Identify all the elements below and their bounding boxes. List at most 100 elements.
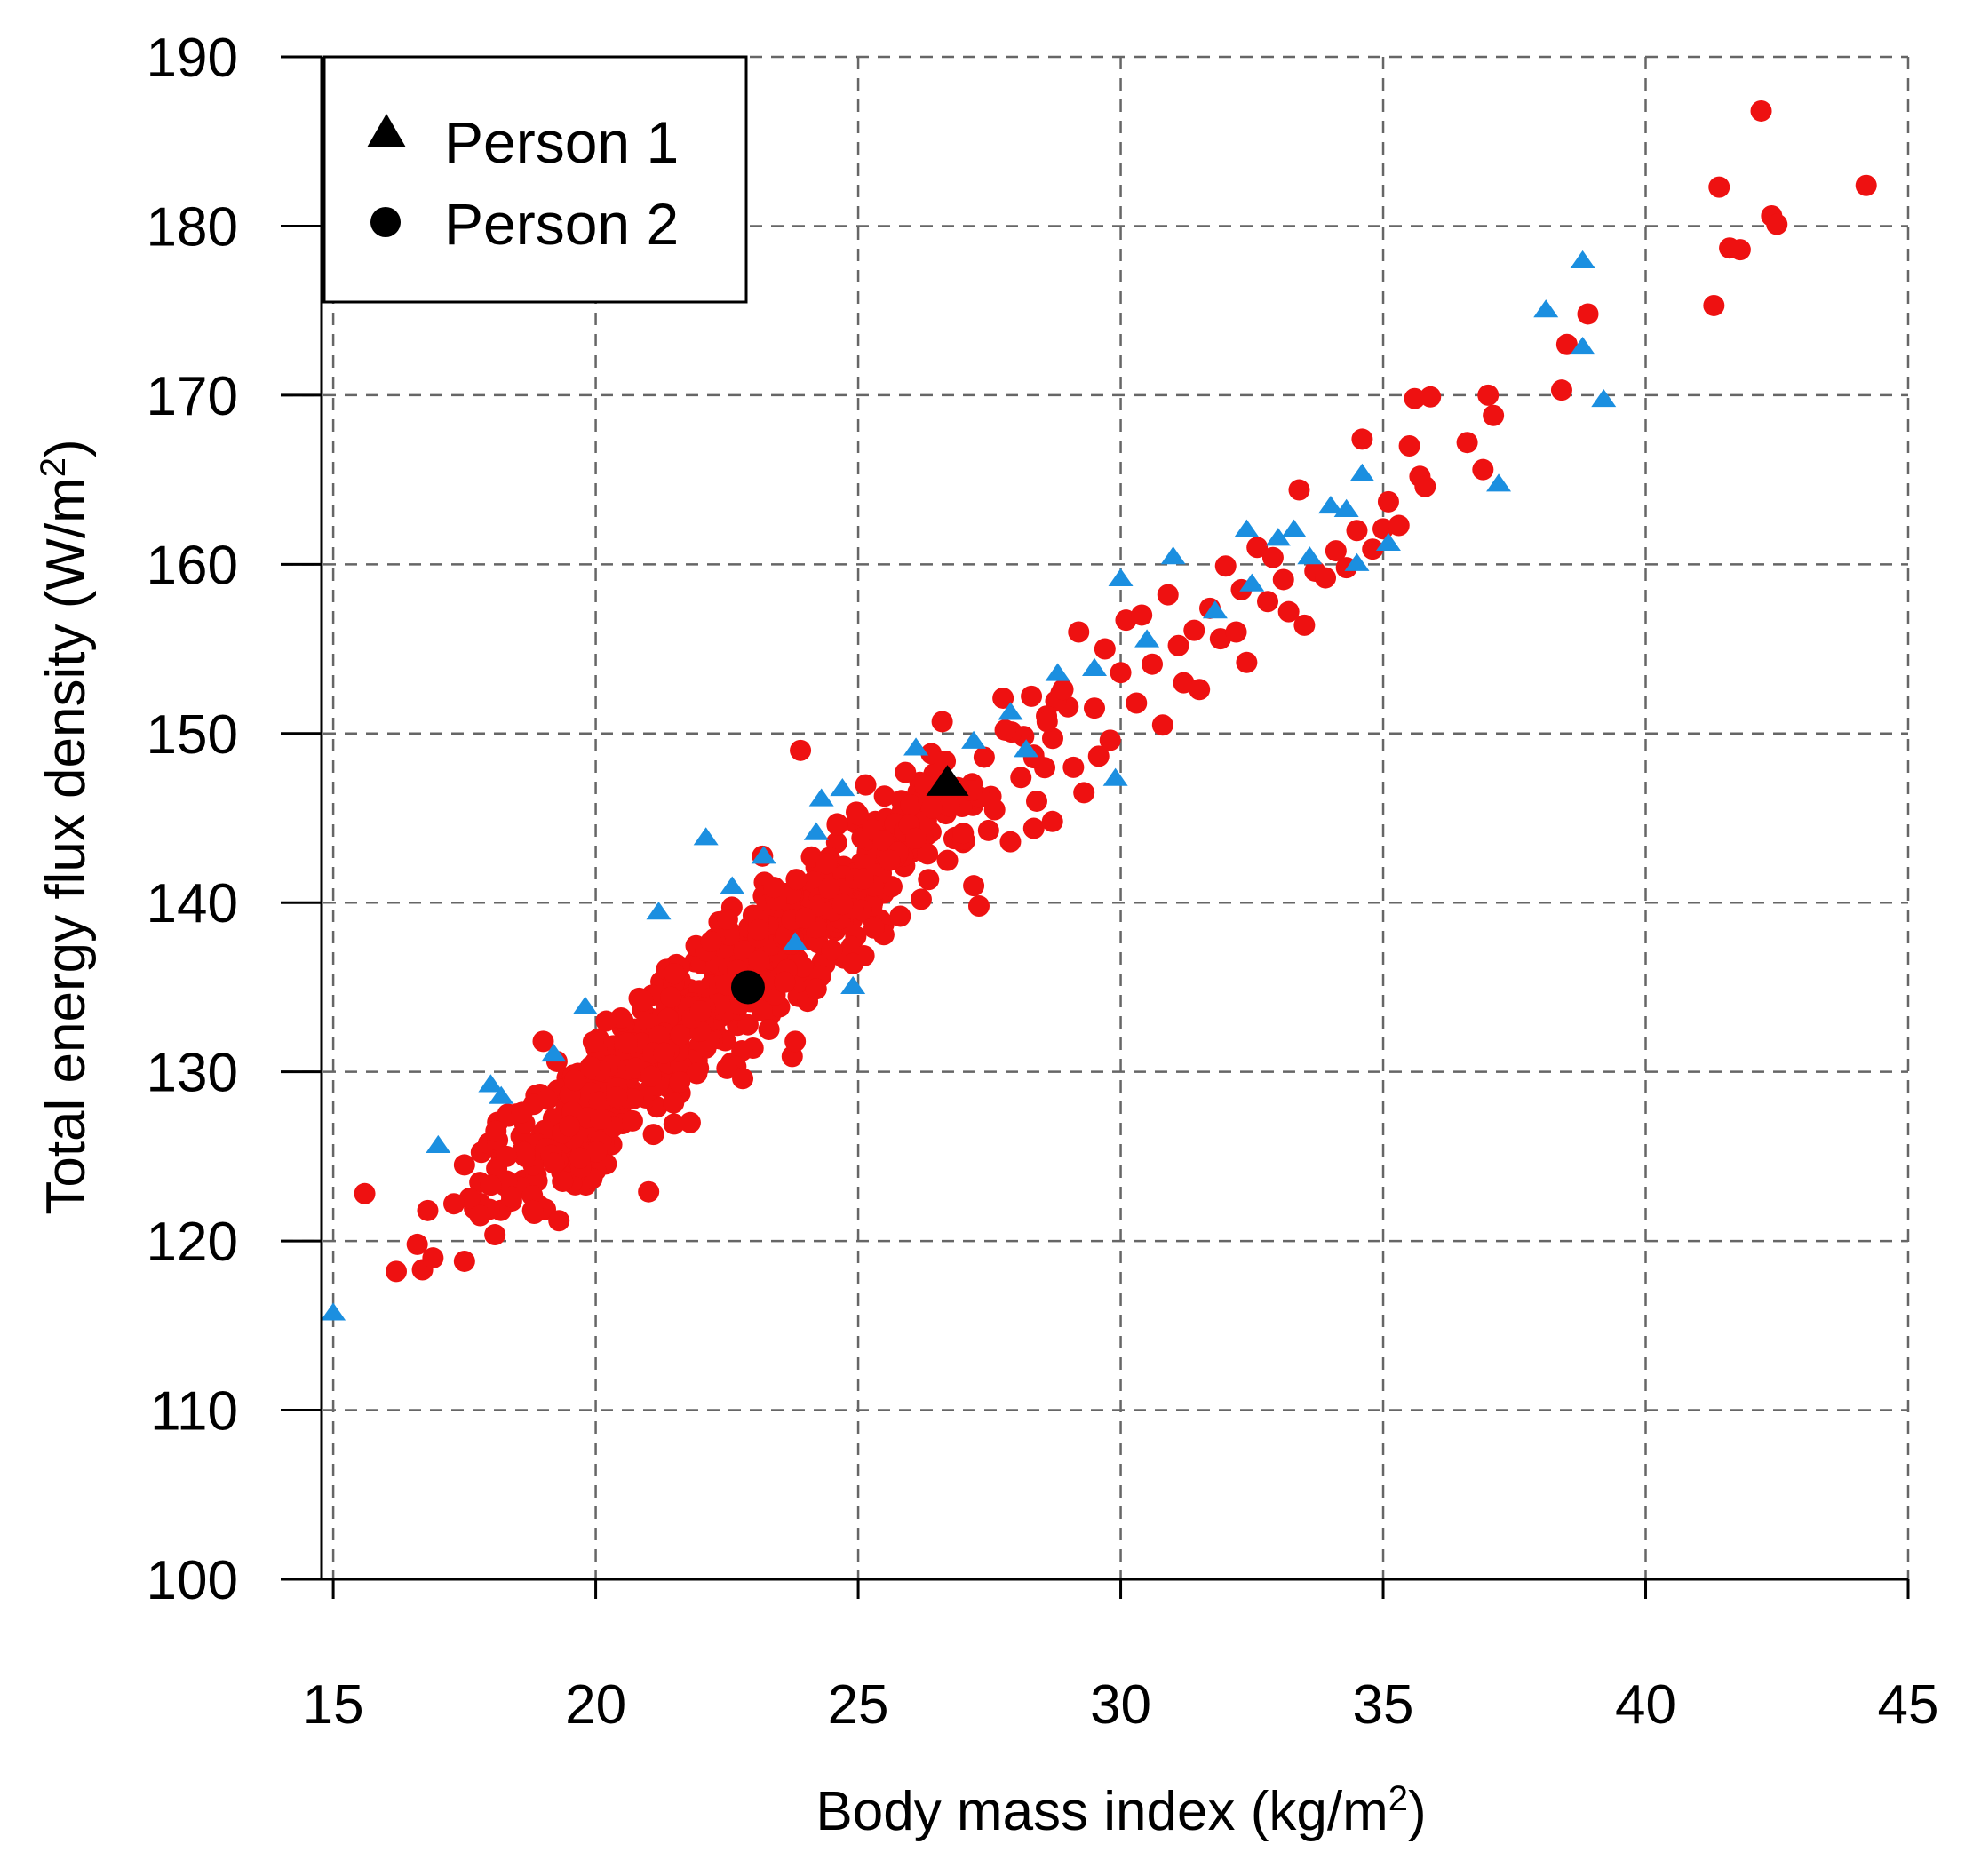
person-2-point-122 xyxy=(1414,475,1436,497)
y-tick-label-160: 160 xyxy=(147,535,238,596)
person-2-point-49 xyxy=(821,939,843,961)
person-2-point-134 xyxy=(1729,239,1751,261)
person-2-point-19 xyxy=(559,1115,581,1137)
person-2-point-57 xyxy=(879,849,901,871)
person-2-point-24 xyxy=(595,1010,617,1032)
person-2-point-26 xyxy=(617,1032,639,1054)
x-tick-label-25: 25 xyxy=(828,1674,889,1736)
cloud-point xyxy=(552,1170,574,1192)
cloud-point xyxy=(670,1023,692,1045)
person-1-point-11 xyxy=(830,778,855,797)
person-2-point-106 xyxy=(1277,600,1300,623)
person-2-point-138 xyxy=(1855,174,1877,196)
person-2-point-127 xyxy=(1483,404,1505,426)
person-2-point-118 xyxy=(1388,514,1410,537)
person-1-point-34 xyxy=(1486,473,1512,492)
person-2-point-101 xyxy=(1236,651,1258,673)
person-2-point-111 xyxy=(1325,540,1347,562)
cloud-point xyxy=(918,869,940,891)
cloud-point xyxy=(785,869,808,891)
person-2-point-60 xyxy=(905,827,927,849)
person-2-point-9 xyxy=(469,1204,491,1227)
legend-triangle-icon xyxy=(367,114,406,147)
x-tick-label-45: 45 xyxy=(1878,1674,1939,1736)
person-2-point-30 xyxy=(653,1042,675,1064)
person-2-point-21 xyxy=(569,1147,591,1169)
person-1-point-37 xyxy=(1570,336,1595,355)
person-1-point-17 xyxy=(1045,663,1070,681)
cloud-point xyxy=(792,956,815,978)
person-1-point-12 xyxy=(840,975,866,995)
person-2-point-6 xyxy=(443,1193,465,1215)
person-2-point-40 xyxy=(747,918,769,941)
person-2-point-89 xyxy=(1142,653,1164,675)
person-2-point-47 xyxy=(805,978,827,1000)
person-2-point-64 xyxy=(936,849,959,871)
person-1-point-22 xyxy=(1160,546,1186,565)
cloud-point xyxy=(900,794,922,816)
data-points xyxy=(321,99,1877,1321)
person-1-point-9 xyxy=(751,846,776,864)
person-2-point-25 xyxy=(606,1086,628,1109)
x-tick-label-30: 30 xyxy=(1090,1674,1151,1736)
person-2-point-28 xyxy=(632,990,654,1012)
person-2-point-20 xyxy=(563,1069,585,1092)
person-2-point-83 xyxy=(1094,638,1116,660)
person-2-point-78 xyxy=(1052,679,1074,701)
cloud-point xyxy=(977,819,999,841)
person-2-point-94 xyxy=(1183,619,1205,641)
cloud-point xyxy=(663,1113,685,1135)
person-1-point-23 xyxy=(1202,600,1228,619)
y-tick-label-140: 140 xyxy=(147,873,238,934)
cloud-point xyxy=(802,870,824,893)
cloud-point xyxy=(1087,745,1110,767)
person-2-point-120 xyxy=(1404,387,1426,409)
person-2-mean-marker xyxy=(730,970,765,1005)
cloud-point xyxy=(513,1141,536,1164)
person-2-point-62 xyxy=(920,797,943,819)
person-2-point-103 xyxy=(1257,591,1279,613)
person-2-point-45 xyxy=(790,739,812,761)
person-2-point-132 xyxy=(1708,176,1730,198)
person-2-point-81 xyxy=(1073,782,1095,804)
legend-circle-icon xyxy=(370,207,401,237)
x-axis-title: Body mass index (kg/m2) xyxy=(815,1779,1426,1842)
person-2-point-126 xyxy=(1477,384,1500,406)
person-2-point-0 xyxy=(354,1182,376,1204)
cloud-point xyxy=(663,1092,685,1114)
person-2-point-53 xyxy=(847,804,870,826)
person-2-point-113 xyxy=(1346,520,1368,542)
cloud-point xyxy=(585,1141,608,1163)
person-2-point-33 xyxy=(679,1111,701,1133)
person-2-point-84 xyxy=(1099,729,1121,751)
tick-labels: 100 110 120 130 140 150 160 170 180 190 15 20 25 30 35… xyxy=(147,28,1939,1736)
person-1-point-0 xyxy=(321,1302,346,1321)
person-2-point-71 xyxy=(994,719,1016,741)
legend-label-person-1: Person 1 xyxy=(444,109,679,175)
cloud-point xyxy=(733,940,755,962)
person-2-point-23 xyxy=(590,1108,612,1130)
person-2-point-72 xyxy=(999,831,1022,853)
person-2-point-5 xyxy=(422,1247,444,1269)
person-1-point-6 xyxy=(646,902,672,920)
person-2-point-128 xyxy=(1550,379,1572,401)
person-2-point-114 xyxy=(1351,428,1373,450)
person-2-point-34 xyxy=(689,1000,712,1022)
person-2-point-125 xyxy=(1472,458,1494,481)
axes xyxy=(281,55,1910,1599)
person-1-point-35 xyxy=(1533,299,1559,318)
person-2-point-46 xyxy=(794,907,816,929)
cloud-point xyxy=(818,878,840,900)
person-2-point-105 xyxy=(1272,568,1294,591)
person-2-point-68 xyxy=(967,895,990,918)
person-1-point-28 xyxy=(1297,546,1323,565)
person-1-point-24 xyxy=(1234,519,1260,537)
person-2-point-107 xyxy=(1288,479,1310,501)
person-2-point-74 xyxy=(1021,685,1043,707)
x-tick-label-20: 20 xyxy=(565,1674,626,1736)
person-1-point-39 xyxy=(783,932,808,950)
person-2-point-123 xyxy=(1420,386,1442,408)
person-2-point-51 xyxy=(831,894,854,916)
person-1-point-18 xyxy=(1082,657,1107,676)
